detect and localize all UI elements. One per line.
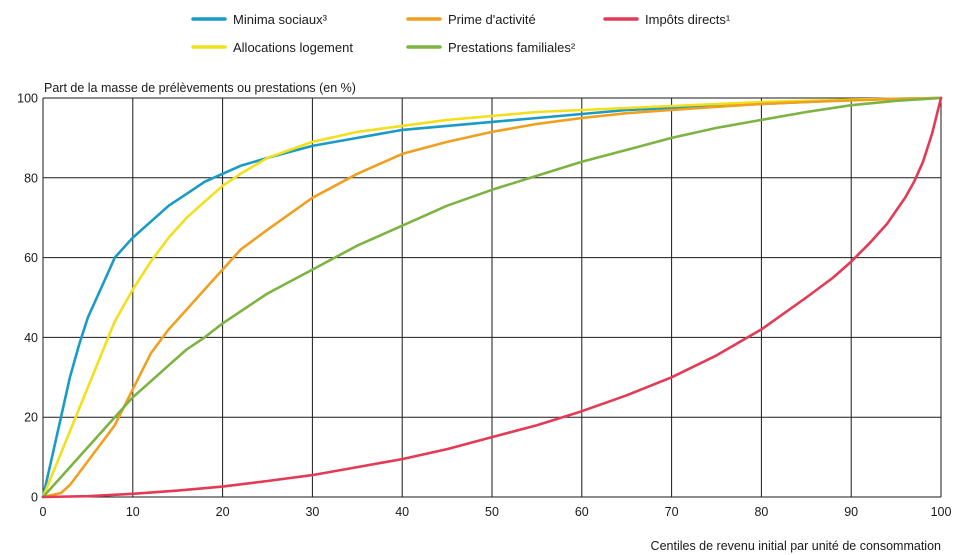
- series-line-2: [41, 96, 943, 499]
- series-lines: [41, 96, 943, 499]
- legend-label-0: Minima sociaux³: [233, 12, 328, 27]
- x-axis-label: Centiles de revenu initial par unité de …: [651, 539, 941, 553]
- x-tick-label: 60: [575, 505, 589, 519]
- y-tick-label: 100: [17, 92, 38, 106]
- legend-label-1: Allocations logement: [233, 40, 353, 55]
- x-axis-ticks: 0 10 20 30 40 50 60 70 80 90 100: [40, 505, 952, 519]
- y-tick-label: 20: [24, 411, 38, 425]
- x-tick-label: 70: [665, 505, 679, 519]
- series-line-1: [41, 96, 943, 499]
- x-tick-label: 0: [40, 505, 47, 519]
- x-tick-label: 10: [126, 505, 140, 519]
- x-tick-label: 20: [216, 505, 230, 519]
- y-tick-label: 0: [31, 491, 38, 505]
- y-axis-label: Part de la masse de prélèvements ou pres…: [44, 81, 356, 95]
- x-tick-label: 50: [485, 505, 499, 519]
- y-tick-label: 40: [24, 331, 38, 345]
- x-tick-label: 30: [305, 505, 319, 519]
- y-tick-label: 80: [24, 171, 38, 185]
- legend-label-4: Impôts directs¹: [645, 12, 731, 27]
- series-line-4: [41, 96, 943, 499]
- grid: [42, 97, 942, 498]
- y-axis-ticks: 0 20 40 60 80 100: [17, 92, 38, 505]
- series-line-3: [41, 96, 943, 499]
- legend-label-3: Prestations familiales²: [448, 40, 576, 55]
- x-tick-label: 100: [931, 505, 952, 519]
- x-tick-label: 40: [395, 505, 409, 519]
- y-tick-label: 60: [24, 251, 38, 265]
- x-tick-label: 80: [754, 505, 768, 519]
- legend-label-2: Prime d'activité: [448, 12, 536, 27]
- legend: Minima sociaux³ Allocations logement Prime…: [191, 12, 731, 55]
- x-tick-label: 90: [844, 505, 858, 519]
